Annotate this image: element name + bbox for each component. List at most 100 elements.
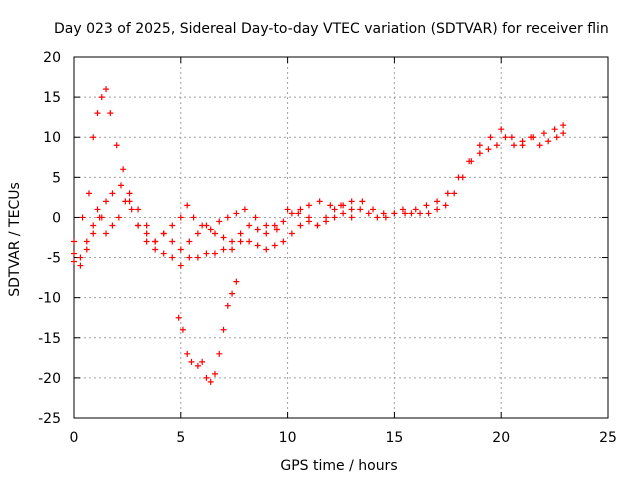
data-point (382, 214, 389, 221)
data-point (229, 290, 236, 297)
data-point (314, 222, 321, 229)
x-tick-label: 10 (279, 430, 297, 446)
data-point (107, 110, 114, 117)
data-point (194, 254, 201, 261)
data-point (370, 206, 377, 213)
data-point (109, 190, 116, 197)
data-point (280, 238, 287, 245)
data-point (117, 182, 124, 189)
data-point (143, 222, 150, 229)
data-point (273, 226, 280, 233)
data-point (224, 302, 231, 309)
data-point (220, 234, 227, 241)
data-point (207, 378, 214, 385)
data-point (451, 190, 458, 197)
data-point (103, 86, 110, 93)
data-point (348, 198, 355, 205)
data-point (224, 214, 231, 221)
data-point (374, 214, 381, 221)
data-point (71, 250, 77, 257)
data-point (220, 246, 227, 253)
data-point (152, 246, 159, 253)
data-point (237, 238, 244, 245)
data-point (498, 126, 505, 133)
data-point (98, 94, 105, 101)
x-tick-label: 5 (176, 430, 185, 446)
data-point (152, 238, 159, 245)
x-tick-label: 15 (385, 430, 403, 446)
data-point (169, 222, 176, 229)
chart-title: Day 023 of 2025, Sidereal Day-to-day VTE… (54, 21, 609, 37)
x-axis-label: GPS time / hours (280, 458, 397, 474)
data-point (391, 210, 398, 217)
data-point (184, 350, 191, 357)
data-point (551, 126, 558, 133)
data-point (476, 142, 483, 149)
series-dip-trace (175, 278, 240, 385)
data-point (199, 358, 206, 365)
data-point (211, 370, 218, 377)
data-point (90, 222, 97, 229)
data-point (412, 206, 419, 213)
data-point (103, 198, 110, 205)
data-point (297, 222, 304, 229)
data-point (493, 142, 500, 149)
data-point (177, 246, 184, 253)
data-point (233, 278, 240, 285)
data-point (323, 218, 330, 225)
data-point (216, 350, 223, 357)
data-point (399, 206, 406, 213)
series-lower-trace (71, 182, 355, 269)
data-point (254, 226, 261, 233)
data-point (331, 206, 338, 213)
tick-marks (73, 56, 609, 419)
data-point (263, 222, 270, 229)
y-tick-label: 0 (52, 210, 61, 226)
data-point (203, 374, 210, 381)
data-point (179, 326, 186, 333)
grid-lines (74, 57, 608, 418)
data-point (331, 214, 338, 221)
y-tick-label: -25 (38, 411, 61, 427)
x-tick-label: 0 (70, 430, 79, 446)
data-point (485, 146, 492, 153)
data-point (207, 226, 214, 233)
data-point (288, 230, 295, 237)
data-point (408, 210, 415, 217)
y-tick-label: 10 (43, 130, 61, 146)
data-point (109, 222, 116, 229)
data-markers (71, 86, 567, 385)
data-point (359, 198, 366, 205)
data-point (160, 250, 167, 257)
data-point (190, 214, 197, 221)
data-point (519, 142, 526, 149)
data-point (348, 206, 355, 213)
data-point (77, 254, 84, 261)
y-tick-label: -10 (38, 291, 61, 307)
data-point (508, 134, 515, 141)
data-point (194, 230, 201, 237)
data-point (71, 238, 77, 245)
data-point (444, 190, 451, 197)
data-point (177, 214, 184, 221)
data-point (252, 214, 259, 221)
data-point (560, 122, 567, 129)
data-point (246, 238, 253, 245)
y-tick-label: 15 (43, 90, 61, 106)
data-point (126, 198, 133, 205)
x-tick-label: 25 (599, 430, 617, 446)
data-point (143, 238, 150, 245)
data-point (85, 190, 92, 197)
data-point (365, 210, 372, 217)
data-point (380, 210, 387, 217)
data-point (241, 206, 248, 213)
data-point (90, 134, 97, 141)
data-point (560, 130, 567, 137)
data-point (90, 230, 97, 237)
data-point (271, 242, 278, 249)
data-point (540, 130, 547, 137)
y-tick-label: -15 (38, 331, 61, 347)
data-point (425, 210, 432, 217)
